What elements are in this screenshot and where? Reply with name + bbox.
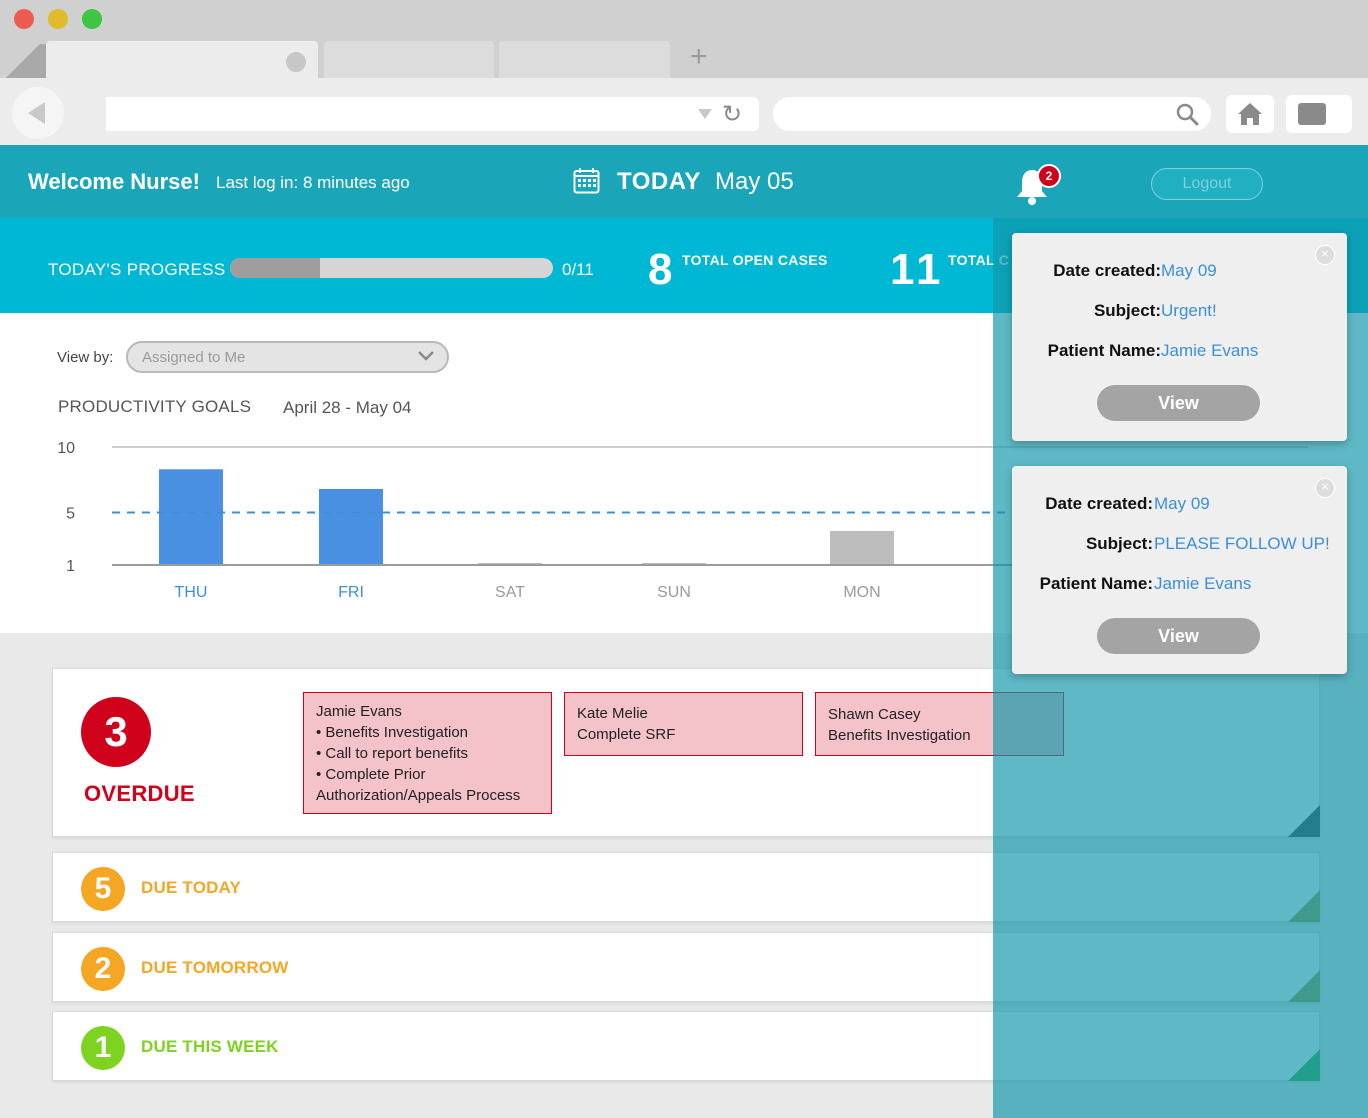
today-date: May 05 [715,168,794,195]
patient-name-label: Patient Name: [1047,341,1161,360]
back-button[interactable] [12,87,64,139]
browser-tab-3[interactable] [499,41,670,78]
search-icon[interactable] [1175,102,1199,126]
due-tomorrow-label: DUE TOMORROW [141,958,289,977]
bar-thu [159,469,223,565]
progress-label: TODAY'S PROGRESS [48,260,226,279]
productivity-chart: 10 5 1 THU FRI SAT SUN MON [57,440,1308,601]
reload-icon[interactable]: ↻ [722,100,743,128]
tab-overview-button[interactable] [1286,95,1352,133]
maximize-window-button[interactable] [82,9,102,29]
x-tick-label: FRI [338,584,364,601]
patient-name-label: Patient Name: [1039,574,1153,593]
x-tick-label: THU [175,584,208,601]
x-tick-label: SUN [657,584,691,601]
close-window-button[interactable] [14,9,34,29]
total-cases-count: 11 [890,245,945,294]
view-button[interactable]: View [1097,618,1260,654]
overdue-task-card[interactable]: Kate Melie Complete SRF [564,692,803,756]
browser-search-input[interactable] [773,97,1211,131]
productivity-date-range: April 28 - May 04 [283,398,412,417]
task-patient-name: Jamie Evans [316,703,402,720]
browser-tab-active[interactable] [46,41,318,78]
notification-popup: × Date created: May 09 Subject: PLEASE F… [1012,466,1347,674]
due-today-label: DUE TODAY [141,878,242,897]
productivity-title: PRODUCTIVITY GOALS [58,397,252,416]
progress-bar [230,258,553,278]
x-tick-label: SAT [495,584,525,601]
due-tomorrow-count-badge: 2 [81,947,125,991]
home-icon [1238,103,1262,125]
home-button[interactable] [1226,95,1274,133]
subject-value: PLEASE FOLLOW UP! [1154,534,1330,553]
bar-mon [830,530,894,565]
date-created-label: Date created: [1045,494,1153,513]
browser-toolbar: ↻ [0,78,1368,145]
patient-name-value[interactable]: Jamie Evans [1161,341,1259,360]
y-tick-label: 10 [57,440,75,457]
new-tab-button[interactable]: + [690,40,708,73]
welcome-message: Welcome Nurse! [28,169,200,194]
browser-chrome: + ↻ [0,0,1368,145]
viewby-selected-value: Assigned to Me [142,349,246,366]
tabstrip-edge [0,44,46,78]
notification-count-badge: 2 [1037,164,1061,188]
overdue-count-badge: 3 [81,697,151,767]
chevron-down-icon[interactable] [698,109,712,119]
logout-button[interactable]: Logout [1151,168,1263,200]
task-line: Benefits Investigation [828,727,971,744]
overdue-label: OVERDUE [84,781,195,806]
tab-close-icon[interactable] [286,52,306,72]
progress-count: 0/11 [562,260,594,279]
notification-popup: × Date created: May 09 Subject: Urgent! … [1012,233,1347,441]
address-bar[interactable]: ↻ [106,97,759,131]
close-icon[interactable]: × [1315,478,1335,498]
close-icon[interactable]: × [1315,245,1335,265]
back-arrow-icon [28,102,45,124]
due-today-count-badge: 5 [81,867,125,911]
viewby-select[interactable]: Assigned to Me [126,341,449,373]
date-created-value: May 09 [1161,261,1217,280]
chevron-down-icon [418,351,434,361]
y-tick-label: 1 [66,558,75,575]
task-line: Complete SRF [577,726,676,743]
browser-tab-2[interactable] [324,41,494,78]
subject-label: Subject: [1085,534,1153,553]
overdue-task-card[interactable]: Jamie Evans • Benefits Investigation • C… [303,692,552,814]
task-line: • Benefits Investigation [316,724,469,741]
task-line: • Complete Prior [316,766,426,783]
calendar-icon [573,168,600,194]
progress-bar-fill [230,258,321,278]
task-line: • Call to report benefits [316,745,468,762]
view-button[interactable]: View [1097,385,1260,421]
date-created-value: May 09 [1154,494,1210,513]
subject-value: Urgent! [1161,301,1217,320]
viewby-label: View by: [57,349,114,366]
x-tick-label: MON [843,584,880,601]
last-login-text: Last log in: 8 minutes ago [216,173,410,192]
bar-fri [319,488,383,565]
minimize-window-button[interactable] [48,9,68,29]
task-patient-name: Kate Melie [577,705,648,722]
today-label: TODAY [617,168,701,195]
tabs-icon [1298,103,1326,125]
subject-label: Subject: [1093,301,1161,320]
patient-name-value[interactable]: Jamie Evans [1154,574,1252,593]
task-patient-name: Shawn Casey [828,706,921,723]
due-this-week-count-badge: 1 [81,1026,125,1070]
due-this-week-label: DUE THIS WEEK [141,1037,279,1056]
app-header: Welcome Nurse! Last log in: 8 minutes ag… [0,145,1368,218]
task-line: Authorization/Appeals Process [316,787,521,804]
date-created-label: Date created: [1053,261,1161,280]
y-tick-label: 5 [66,506,75,523]
open-cases-count: 8 [648,245,673,294]
open-cases-label: TOTAL OPEN CASES [682,252,828,268]
